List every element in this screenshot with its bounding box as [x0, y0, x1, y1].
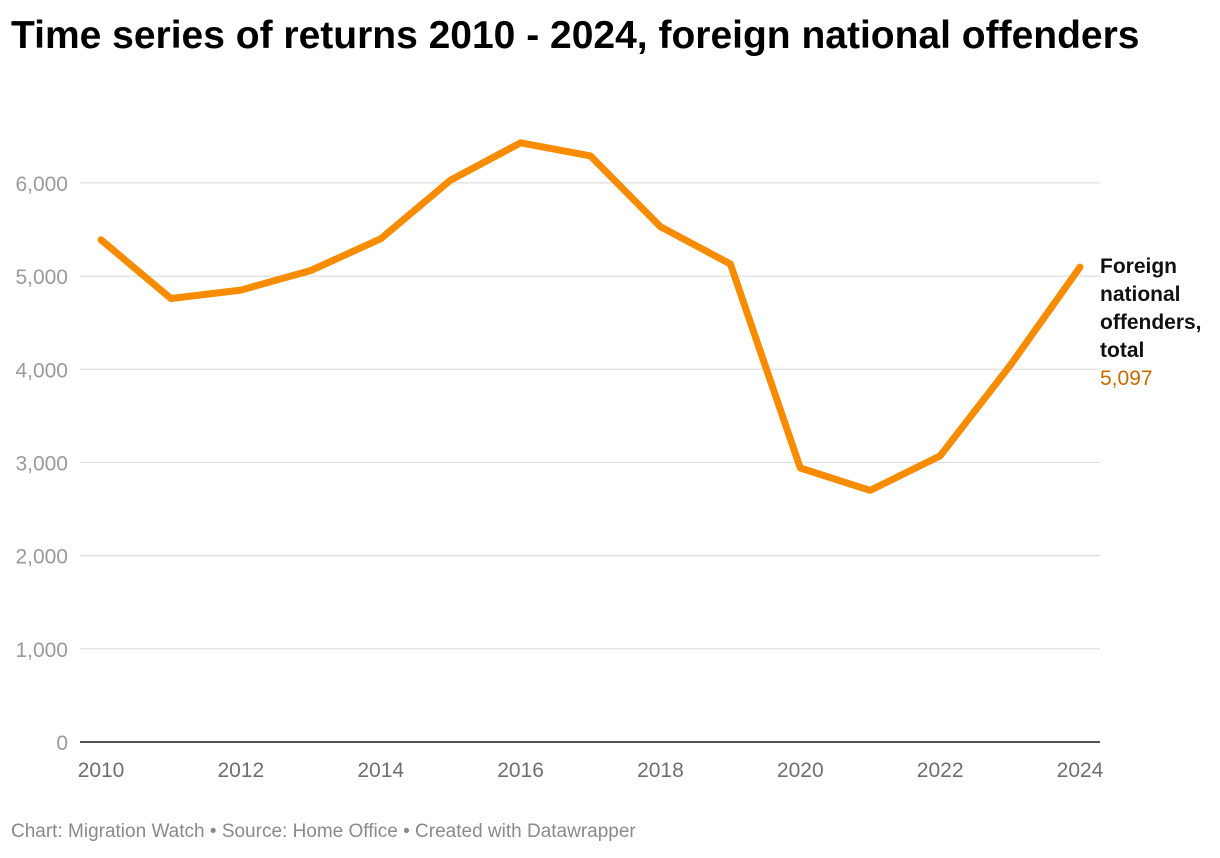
y-tick-label: 0: [56, 732, 68, 755]
y-tick-label: 2,000: [15, 546, 68, 569]
series-name-line: national: [1100, 283, 1181, 306]
footer-chart-credit: Chart: Migration Watch: [11, 821, 205, 842]
x-tick-label: 2024: [1057, 759, 1104, 782]
gridlines: [80, 182, 1100, 650]
chart-footer: Chart: Migration Watch • Source: Home Of…: [11, 821, 636, 843]
x-tick-label: 2022: [917, 759, 964, 782]
x-tick-label: 2012: [217, 759, 264, 782]
series-name-line: Foreign: [1100, 255, 1177, 278]
y-axis-ticks: 0 1,000 2,000 3,000 4,000 5,000 6,000: [15, 173, 68, 755]
x-tick-label: 2010: [78, 759, 125, 782]
y-tick-label: 4,000: [15, 359, 68, 382]
chart-title: Time series of returns 2010 - 2024, fore…: [11, 14, 1140, 57]
series-group: [97, 139, 1084, 494]
y-tick-label: 6,000: [15, 173, 68, 196]
x-tick-label: 2020: [777, 759, 824, 782]
series-name-line: offenders,: [1100, 311, 1202, 334]
series-end-label: Foreign national offenders, total 5,097: [1100, 253, 1218, 393]
x-tick-label: 2014: [357, 759, 404, 782]
series-line: [97, 139, 1084, 494]
footer-source: Source: Home Office: [221, 821, 398, 842]
y-tick-label: 1,000: [15, 639, 68, 662]
series-name-line: total: [1100, 339, 1145, 362]
x-tick-label: 2016: [497, 759, 544, 782]
x-axis-ticks: 2010 2012 2014 2016 2018 2020 2022 2024: [78, 759, 1104, 782]
y-tick-label: 5,000: [15, 266, 68, 289]
x-tick-label: 2018: [637, 759, 684, 782]
footer-separator: •: [397, 821, 416, 842]
series-end-value: 5,097: [1100, 367, 1153, 390]
footer-separator: •: [204, 821, 222, 842]
footer-created-with: Created with Datawrapper: [415, 821, 636, 842]
y-tick-label: 3,000: [15, 452, 68, 475]
series-name-label: Foreign national offenders, total: [1100, 253, 1218, 365]
